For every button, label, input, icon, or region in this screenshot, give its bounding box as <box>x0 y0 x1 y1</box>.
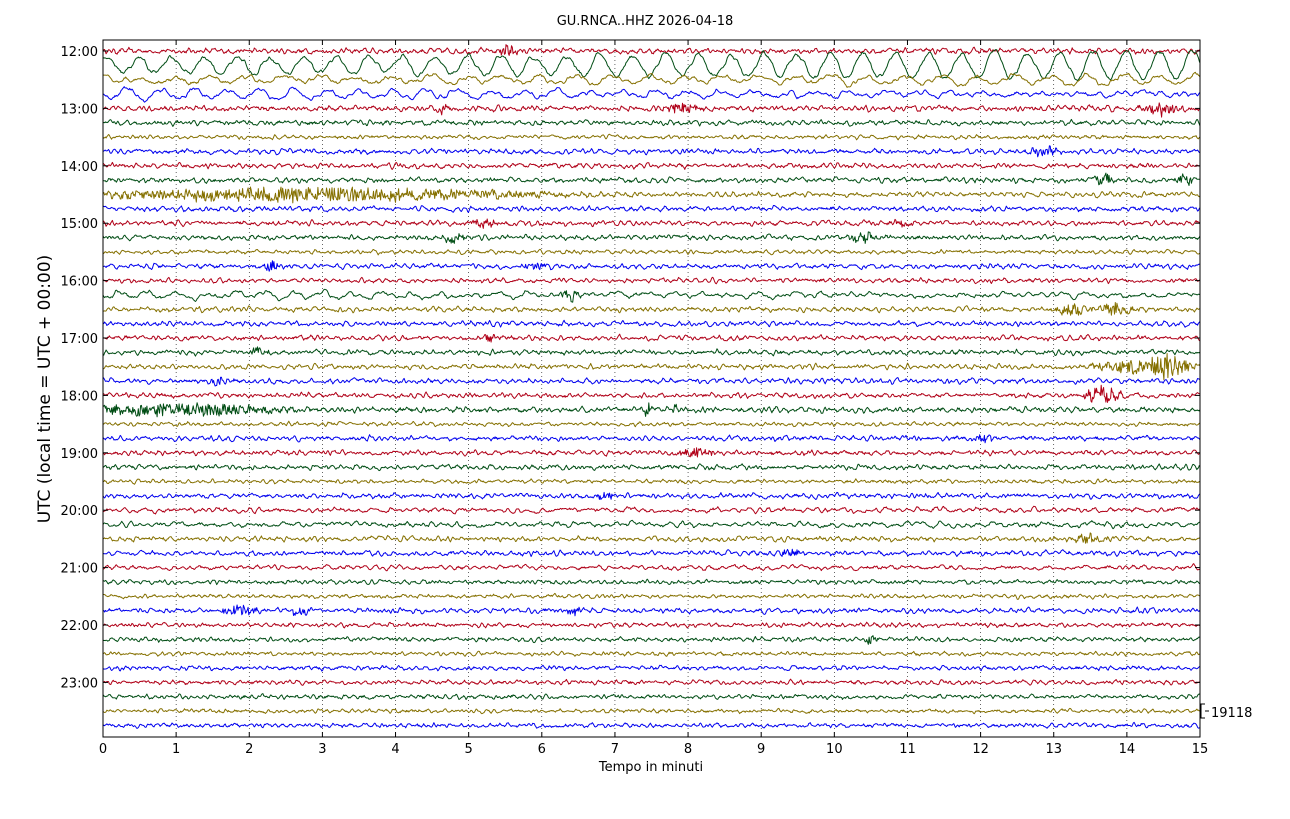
trace-line <box>102 276 1201 285</box>
y-axis-label: UTC (local time = UTC + 00:00) <box>35 255 55 524</box>
trace-line <box>102 434 1201 444</box>
x-tick-label: 8 <box>684 742 692 757</box>
trace-line <box>102 505 1201 515</box>
trace-line <box>102 102 1201 118</box>
x-axis-label: Tempo in minuti <box>598 760 703 775</box>
x-tick-label: 11 <box>899 742 916 757</box>
trace-line <box>102 402 1201 418</box>
scale-bracket <box>1200 703 1209 719</box>
seismic-traces <box>102 44 1201 729</box>
y-tick-label: 23:00 <box>61 676 98 691</box>
trace-line <box>102 44 1201 56</box>
y-tick-label: 14:00 <box>61 160 98 175</box>
y-tick-label: 13:00 <box>61 102 98 117</box>
trace-line <box>102 231 1201 244</box>
x-tick-label: 13 <box>1045 742 1062 757</box>
trace-line <box>102 248 1201 256</box>
plot-frame <box>102 39 1201 738</box>
scale-label: 19118 <box>1211 706 1252 721</box>
trace-line <box>102 118 1201 127</box>
trace-line <box>103 604 1201 617</box>
x-tick-label: 12 <box>972 742 989 757</box>
trace-line <box>102 172 1201 186</box>
trace-line <box>102 532 1201 544</box>
y-tick-label: 16:00 <box>61 275 98 290</box>
y-tick-label: 12:00 <box>61 45 98 60</box>
trace-line <box>102 218 1201 229</box>
trace-line <box>102 447 1201 458</box>
trace-line <box>102 71 1201 88</box>
x-tick-label: 15 <box>1192 742 1209 757</box>
trace-line <box>102 491 1201 500</box>
y-tick-label: 15:00 <box>61 217 98 232</box>
x-tick-label: 4 <box>391 742 399 757</box>
trace-line <box>102 721 1201 729</box>
trace-line <box>102 420 1201 428</box>
y-tick-label: 18:00 <box>61 389 98 404</box>
y-axis-ticks: 12:00 13:00 14:00 15:00 16:00 17:00 18:00 19:00… <box>61 45 1200 691</box>
trace-line <box>102 478 1201 485</box>
x-tick-label: 5 <box>465 742 473 757</box>
y-tick-label: 22:00 <box>61 619 98 634</box>
trace-line <box>102 333 1201 343</box>
trace-line <box>102 693 1201 700</box>
trace-line <box>102 548 1201 557</box>
x-tick-label: 10 <box>826 742 843 757</box>
x-tick-label: 0 <box>99 742 107 757</box>
trace-line <box>102 161 1200 170</box>
scale-marker: 19118 <box>1200 703 1252 721</box>
trace-line <box>102 678 1201 686</box>
trace-line <box>102 319 1201 328</box>
trace-line <box>102 49 1201 82</box>
x-tick-label: 7 <box>611 742 619 757</box>
x-tick-label: 3 <box>318 742 326 757</box>
y-tick-label: 19:00 <box>61 447 98 462</box>
x-axis-ticks: 0 1 2 3 4 5 6 7 8 9 10 11 12 13 14 15 <box>99 40 1208 757</box>
chart-title: GU.RNCA..HHZ 2026-04-18 <box>557 14 734 29</box>
trace-line <box>102 635 1201 645</box>
x-tick-label: 14 <box>1119 742 1136 757</box>
x-tick-label: 6 <box>538 742 546 757</box>
grid-lines <box>175 40 1128 737</box>
x-tick-label: 9 <box>757 742 765 757</box>
trace-line <box>102 145 1201 158</box>
trace-line <box>102 376 1201 387</box>
trace-line <box>102 346 1201 357</box>
trace-line <box>102 621 1201 629</box>
trace-line <box>102 707 1201 715</box>
trace-line <box>102 86 1201 103</box>
y-tick-label: 20:00 <box>61 504 98 519</box>
x-tick-label: 2 <box>245 742 253 757</box>
trace-line <box>102 186 1201 204</box>
trace-line <box>102 288 1201 303</box>
trace-line <box>102 302 1201 316</box>
y-tick-label: 21:00 <box>61 562 98 577</box>
y-tick-label: 17:00 <box>61 332 98 347</box>
x-tick-label: 1 <box>172 742 180 757</box>
trace-line <box>102 384 1201 403</box>
trace-line <box>102 353 1201 381</box>
trace-line <box>102 592 1201 600</box>
trace-line <box>102 205 1201 213</box>
trace-line <box>102 650 1201 657</box>
trace-line <box>102 463 1201 472</box>
trace-line <box>102 563 1201 572</box>
trace-line <box>102 578 1201 586</box>
trace-line <box>102 664 1201 672</box>
trace-line <box>102 519 1201 530</box>
trace-line <box>102 133 1201 141</box>
trace-line <box>102 260 1201 272</box>
